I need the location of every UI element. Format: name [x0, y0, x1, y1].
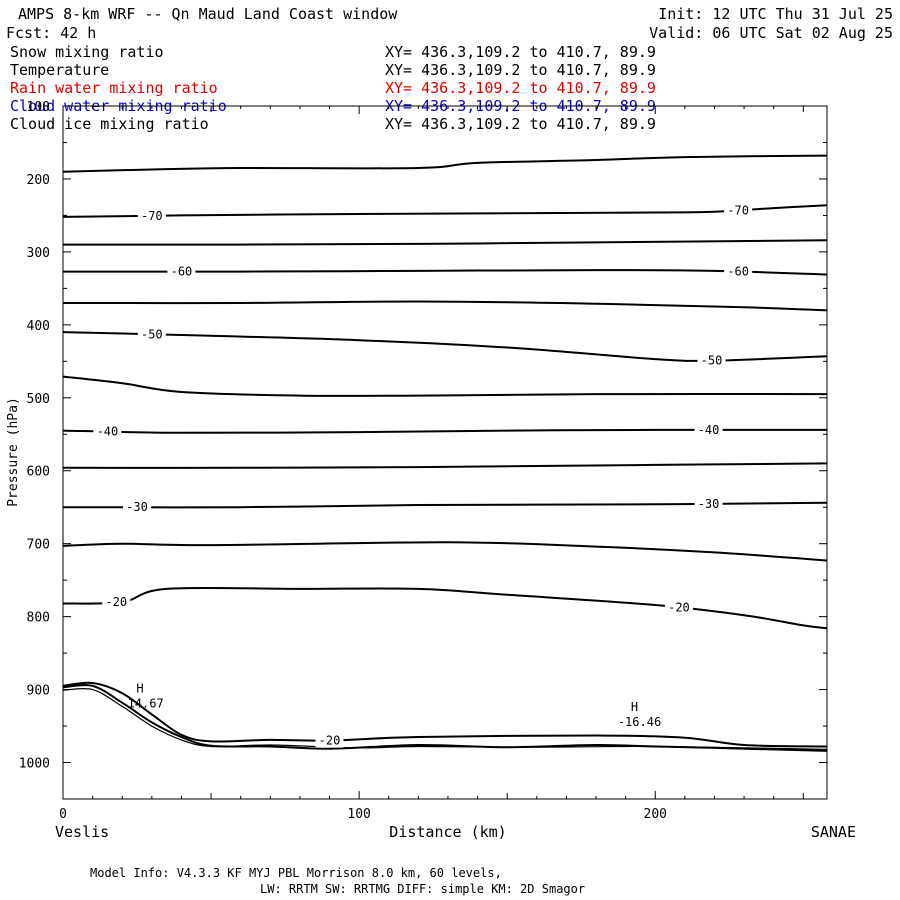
field-list: Snow mixing ratio XY= 436.3,109.2 to 410…: [10, 43, 656, 133]
x-axis-label: Distance (km): [389, 823, 506, 841]
y-tick-label-9: 1000: [19, 757, 50, 772]
high-marker-0: H: [136, 682, 143, 696]
contour-label-11-0: -20: [105, 595, 127, 609]
y-axis-label: Pressure (hPa): [6, 397, 21, 507]
chart-title: AMPS 8-km WRF -- Qn Maud Land Coast wind…: [18, 5, 398, 23]
contour-label-9-0: -30: [126, 500, 148, 514]
contour-label-bg: [137, 327, 166, 342]
contour-label-5-1: -50: [701, 354, 723, 368]
field-xy-4: XY= 436.3,109.2 to 410.7, 89.9: [385, 115, 656, 133]
field-xy-0: XY= 436.3,109.2 to 410.7, 89.9: [385, 43, 656, 61]
contour-label-5-0: -50: [141, 327, 163, 341]
contour-label-bg: [167, 264, 196, 279]
init-time: Init: 12 UTC Thu 31 Jul 25: [658, 5, 893, 23]
contour-label-bg: [697, 353, 726, 368]
y-tick-label-1: 200: [27, 173, 50, 188]
contour-label-3-1: -60: [727, 265, 749, 279]
contour-label-9-1: -30: [698, 497, 720, 511]
contour-line-6: [62, 375, 828, 397]
contour-line-3: [62, 269, 828, 276]
model-info-line2: LW: RRTM SW: RRTMG DIFF: simple KM: 2D S…: [260, 882, 585, 896]
field-name-4: Cloud ice mixing ratio: [10, 115, 209, 133]
field-xy-2: XY= 436.3,109.2 to 410.7, 89.9: [385, 79, 656, 97]
high-markers: H-14.67 H-16.46: [120, 682, 661, 729]
high-value-1: -16.46: [618, 715, 661, 729]
contour-label-bg: [93, 424, 122, 439]
y-tick-label-0: 100: [27, 100, 50, 115]
y-tick-label-6: 700: [27, 538, 50, 553]
y-tick-label-8: 900: [27, 684, 50, 699]
field-name-0: Snow mixing ratio: [10, 43, 164, 61]
contour-label-7-0: -40: [97, 424, 119, 438]
contour-line-11: [62, 586, 828, 630]
terrain-layer: [62, 684, 828, 752]
contour-label-bg: [694, 496, 723, 511]
y-tick-label-5: 600: [27, 465, 50, 480]
field-name-1: Temperature: [10, 61, 109, 79]
x-tick-label-2: 200: [644, 807, 667, 822]
forecast-hour: Fcst: 42 h: [6, 24, 96, 42]
high-marker-1: H: [631, 700, 638, 714]
contour-label-bg: [102, 595, 131, 610]
contour-line-12: [62, 681, 828, 748]
high-value-0: -14.67: [120, 697, 163, 711]
x-tick-label-1: 100: [347, 807, 370, 822]
contour-line-2: [62, 239, 828, 246]
model-info-line1: Model Info: V4.3.3 KF MYJ PBL Morrison 8…: [90, 866, 502, 880]
field-name-2: Rain water mixing ratio: [10, 79, 218, 97]
y-tick-label-3: 400: [27, 319, 50, 334]
contour-label-bg: [724, 203, 753, 218]
contour-line-0: [62, 154, 828, 173]
terrain-line-2: [62, 687, 828, 750]
contour-line-8: [62, 462, 828, 469]
field-xy-1: XY= 436.3,109.2 to 410.7, 89.9: [385, 61, 656, 79]
contour-line-1: [62, 204, 828, 218]
contour-label-1-1: -70: [727, 203, 749, 217]
contour-label-bg: [694, 422, 723, 437]
contour-label-bg: [137, 208, 166, 223]
contour-label-bg: [724, 264, 753, 279]
contour-label-12-0: -20: [319, 734, 341, 748]
contour-label-3-0: -60: [171, 265, 193, 279]
x-tick-label-0: 0: [59, 807, 67, 822]
contour-label-7-1: -40: [698, 423, 720, 437]
contour-line-4: [62, 300, 828, 312]
x-endpoint-left: Veslis: [55, 823, 109, 841]
contour-label-11-1: -20: [668, 601, 690, 615]
contour-line-7: [62, 428, 828, 434]
contour-label-bg: [123, 500, 152, 515]
contour-label-1-0: -70: [141, 209, 163, 223]
y-tick-label-2: 300: [27, 246, 50, 261]
y-tick-label-4: 500: [27, 392, 50, 407]
contour-line-10: [62, 541, 828, 562]
plot-frame: [62, 105, 828, 800]
valid-time: Valid: 06 UTC Sat 02 Aug 25: [649, 24, 893, 42]
contour-label-bg: [315, 733, 344, 748]
temperature-contours: -70 -70 -60 -60 -50 -50 -40 -40 -30 -30 -20 -20 -20: [62, 154, 828, 748]
contour-label-bg: [664, 600, 693, 615]
axes: 100 200 300 400 500 600 700 800 900 1000 0 100 200: [19, 100, 827, 822]
y-tick-label-7: 800: [27, 611, 50, 626]
x-endpoint-right: SANAE: [811, 823, 856, 841]
